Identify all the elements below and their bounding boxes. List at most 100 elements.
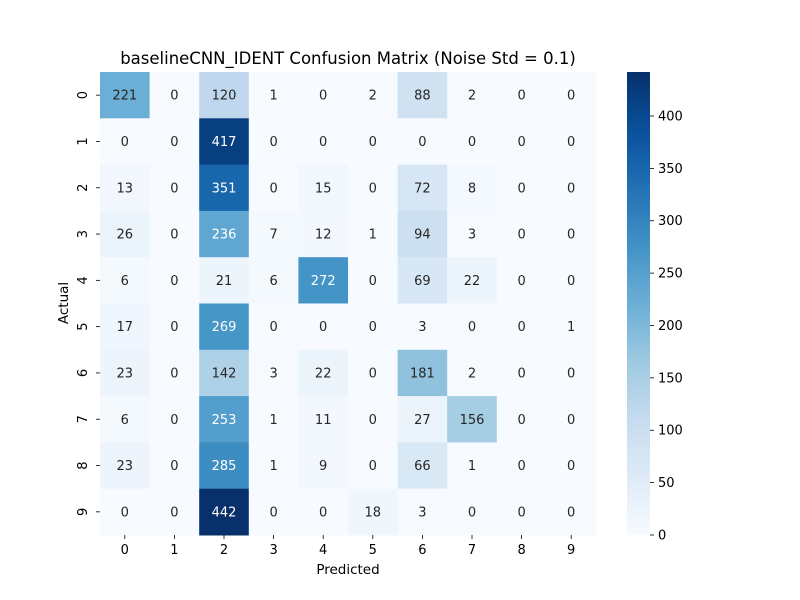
cell-value-label: 156 xyxy=(460,413,485,428)
heatmap-cell-labels: 221 0 120 1 0 2 88 2 0 00 0 417 0 0 0 0 0 0 013 0 351 0 15 0 72 8… xyxy=(112,89,575,521)
cell-value-label: 0 xyxy=(468,135,476,150)
heatmap-cell xyxy=(248,488,299,536)
heatmap-cell xyxy=(496,349,547,397)
heatmap-cell xyxy=(100,210,151,258)
heatmap-cell xyxy=(397,210,448,258)
cell-value-label: 13 xyxy=(117,181,134,196)
heatmap-cell xyxy=(496,442,547,490)
x-axis-label: Predicted xyxy=(316,562,379,578)
x-tick-label: 7 xyxy=(468,543,476,558)
heatmap-cell xyxy=(496,72,547,119)
heatmap-cell xyxy=(447,72,498,119)
cell-value-label: 0 xyxy=(369,274,377,289)
heatmap-cell xyxy=(447,164,498,212)
cell-value-label: 0 xyxy=(567,89,575,104)
cell-value-label: 142 xyxy=(212,366,237,381)
y-tick-label: 2 xyxy=(76,184,91,192)
cell-value-label: 285 xyxy=(212,459,237,474)
colorbar-tick-label: 350 xyxy=(658,162,683,177)
heatmap-cell xyxy=(100,303,151,351)
x-tick-label: 2 xyxy=(220,543,228,558)
heatmap-cell xyxy=(546,164,597,212)
heatmap-cell xyxy=(447,442,498,490)
cell-value-label: 1 xyxy=(369,228,377,243)
cell-value-label: 0 xyxy=(170,135,178,150)
heatmap-cell xyxy=(199,72,250,119)
heatmap-cell xyxy=(546,210,597,258)
cell-value-label: 181 xyxy=(410,366,435,381)
y-tick-label: 4 xyxy=(76,276,91,284)
cell-value-label: 3 xyxy=(418,320,426,335)
y-tick-label: 3 xyxy=(76,230,91,238)
cell-value-label: 17 xyxy=(117,320,134,335)
cell-value-label: 0 xyxy=(170,320,178,335)
cell-value-label: 442 xyxy=(212,505,237,520)
heatmap-cell xyxy=(298,488,349,536)
heatmap-cell xyxy=(397,349,448,397)
cell-value-label: 0 xyxy=(170,459,178,474)
cell-value-label: 0 xyxy=(170,366,178,381)
heatmap-cell xyxy=(149,257,200,304)
heatmap-cell xyxy=(546,442,597,490)
heatmap-cell xyxy=(397,72,448,119)
heatmap-cell xyxy=(199,303,250,351)
cell-value-label: 0 xyxy=(170,89,178,104)
cell-value-label: 0 xyxy=(517,181,525,196)
cell-value-label: 0 xyxy=(567,505,575,520)
heatmap-cell xyxy=(199,396,250,443)
cell-value-label: 0 xyxy=(269,135,277,150)
heatmap-cell xyxy=(397,488,448,536)
y-tick-label: 6 xyxy=(76,369,91,377)
colorbar-tick-label: 0 xyxy=(658,529,666,544)
cell-value-label: 23 xyxy=(117,366,134,381)
heatmap-cell xyxy=(100,164,151,212)
cell-value-label: 0 xyxy=(567,459,575,474)
chart-title: baselineCNN_IDENT Confusion Matrix (Nois… xyxy=(120,49,576,69)
x-tick-label: 9 xyxy=(567,543,575,558)
heatmap-cell xyxy=(348,257,399,304)
heatmap-cell xyxy=(149,164,200,212)
heatmap-cell xyxy=(248,118,299,166)
cell-value-label: 2 xyxy=(468,89,476,104)
heatmap-cell xyxy=(397,442,448,490)
heatmap-cell xyxy=(199,488,250,536)
heatmap-cell xyxy=(447,210,498,258)
cell-value-label: 18 xyxy=(365,505,382,520)
cell-value-label: 351 xyxy=(212,181,237,196)
heatmap-cell xyxy=(348,118,399,166)
colorbar-tick-label: 100 xyxy=(658,424,683,439)
x-tick-label: 0 xyxy=(121,543,129,558)
heatmap-cell xyxy=(298,303,349,351)
heatmap-cell xyxy=(149,396,200,443)
cell-value-label: 1 xyxy=(269,413,277,428)
heatmap-cell xyxy=(248,396,299,443)
heatmap-cell xyxy=(348,488,399,536)
cell-value-label: 0 xyxy=(319,320,327,335)
heatmap-cell xyxy=(546,396,597,443)
heatmap-cell xyxy=(546,118,597,166)
y-tick-label: 5 xyxy=(76,323,91,331)
heatmap-cell xyxy=(447,257,498,304)
heatmap-cell xyxy=(496,118,547,166)
y-axis-label: Actual xyxy=(56,282,72,324)
heatmap-cell xyxy=(496,303,547,351)
heatmap-cell xyxy=(348,442,399,490)
cell-value-label: 0 xyxy=(567,135,575,150)
cell-value-label: 221 xyxy=(112,89,137,104)
y-tick-label: 8 xyxy=(76,461,91,469)
heatmap-cell xyxy=(298,396,349,443)
cell-value-label: 1 xyxy=(269,89,277,104)
cell-value-label: 88 xyxy=(414,89,431,104)
heatmap-cell xyxy=(447,396,498,443)
colorbar-tick-label: 150 xyxy=(658,371,683,386)
heatmap-cell xyxy=(248,349,299,397)
cell-value-label: 0 xyxy=(517,135,525,150)
y-axis-ticks: 0 1 2 3 4 5 6 7 8 9 xyxy=(76,91,100,516)
cell-value-label: 0 xyxy=(170,413,178,428)
cell-value-label: 0 xyxy=(567,413,575,428)
colorbar-ticks: 0 50 100 150 200 250 300 350 400 xyxy=(650,109,683,544)
heatmap-cell xyxy=(447,118,498,166)
cell-value-label: 72 xyxy=(414,181,431,196)
cell-value-label: 0 xyxy=(567,366,575,381)
cell-value-label: 0 xyxy=(369,459,377,474)
